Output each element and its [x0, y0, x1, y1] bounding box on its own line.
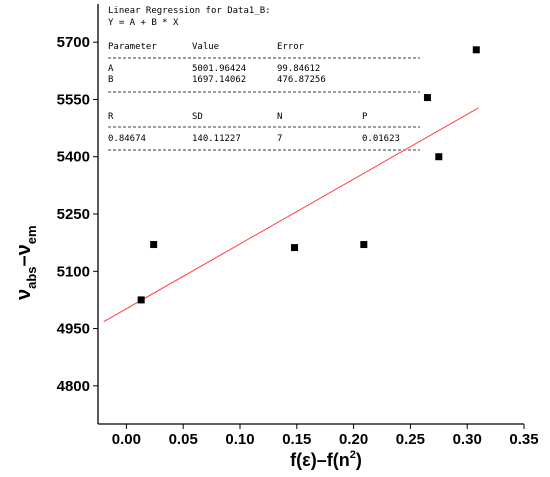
y-tick-label: 5400: [57, 149, 90, 166]
x-tick-label: 0.10: [225, 431, 254, 448]
params-header-error: Error: [277, 42, 305, 52]
regression-stats-box: Linear Regression for Data1_B: Y = A + B…: [108, 6, 420, 151]
x-title-sup: 2: [350, 449, 356, 461]
stats-title: Linear Regression for Data1_B:: [108, 6, 271, 16]
regression-fit-line: [103, 107, 479, 323]
x-tick-label: 0.00: [112, 431, 141, 448]
stats-value-p: 0.01623: [362, 134, 400, 144]
data-point: [150, 241, 158, 249]
stats-header-p: P: [362, 112, 368, 122]
data-point: [137, 296, 145, 304]
stats-equation: Y = A + B * X: [108, 18, 179, 28]
params-row-a-error: 99.84612: [277, 64, 320, 74]
data-point: [435, 153, 443, 161]
x-title-main: f(ε)–f(n: [290, 450, 350, 470]
x-tick-label: 0.20: [339, 431, 368, 448]
data-point: [423, 94, 431, 102]
y-axis-title: νabs–νem: [13, 225, 39, 300]
params-row-a-value: 5001.96424: [192, 64, 246, 74]
params-row-b-error: 476.87256: [277, 75, 326, 85]
stats-header-r: R: [108, 112, 114, 122]
stats-value-sd: 140.11227: [192, 134, 241, 144]
data-point: [360, 241, 368, 249]
x-title-tail: ): [356, 450, 362, 470]
y-title-sub1: abs: [24, 266, 39, 288]
stats-header-n: N: [277, 112, 282, 122]
y-title-nu1: ν: [13, 289, 35, 300]
x-tick-label: 0.15: [282, 431, 311, 448]
y-tick-label: 5250: [57, 206, 90, 223]
params-row-b-name: B: [108, 75, 113, 85]
data-points: [137, 46, 480, 304]
params-header-parameter: Parameter: [108, 42, 157, 52]
axes: 0.00 0.05 0.10 0.15 0.20 0.25 0.30 0.35 4800 4950…: [57, 4, 539, 448]
x-tick-label: 0.25: [396, 431, 425, 448]
data-point: [472, 46, 480, 54]
y-title-dash: –ν: [13, 244, 35, 266]
data-point: [291, 244, 299, 252]
x-axis-title: f(ε)–f(n2): [290, 449, 362, 470]
fit-line-group: [103, 107, 479, 323]
y-title-sub2: em: [24, 225, 39, 244]
y-tick-label: 5100: [57, 263, 90, 280]
y-tick-label: 4800: [57, 378, 90, 395]
x-tick-label: 0.30: [453, 431, 482, 448]
params-row-b-value: 1697.14062: [192, 75, 246, 85]
x-tick-label: 0.05: [169, 431, 198, 448]
y-tick-label: 4950: [57, 321, 90, 338]
params-row-a-name: A: [108, 64, 114, 74]
params-header-value: Value: [192, 42, 219, 52]
stats-value-r: 0.84674: [108, 134, 146, 144]
stats-value-n: 7: [277, 134, 282, 144]
x-tick-label: 0.35: [509, 431, 538, 448]
stats-header-sd: SD: [192, 112, 203, 122]
y-tick-label: 5550: [57, 91, 90, 108]
y-tick-label: 5700: [57, 34, 90, 51]
